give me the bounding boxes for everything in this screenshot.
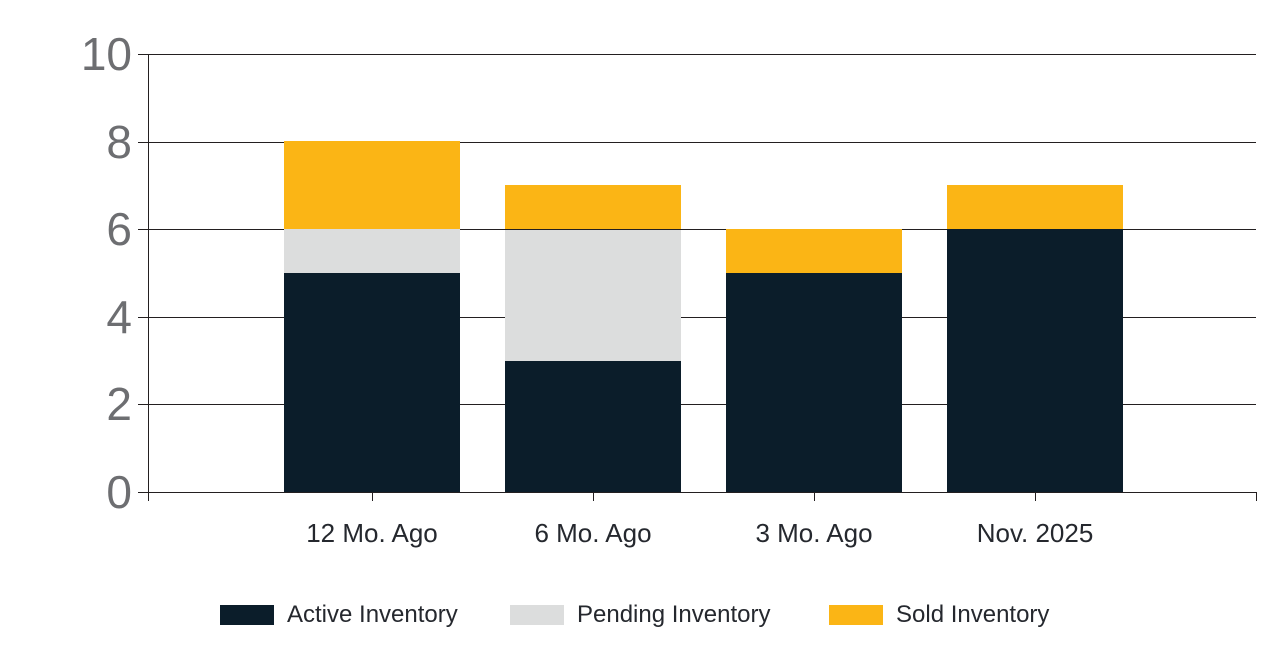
- bar-segment-active-inventory-2: [505, 361, 681, 492]
- x-axis-tick: [593, 492, 594, 501]
- y-axis-tick-label: 8: [106, 116, 132, 168]
- bar-segment-sold-inventory-3: [726, 229, 902, 273]
- x-axis-category-label: 6 Mo. Ago: [534, 518, 652, 548]
- y-axis-tick-label: 4: [106, 291, 132, 343]
- legend-item-active-inventory: Active Inventory: [220, 602, 458, 628]
- legend-item-pending-inventory: Pending Inventory: [510, 602, 770, 628]
- gridline-y-2: [138, 404, 1256, 405]
- legend-swatch-icon: [510, 605, 564, 625]
- gridline-y-6: [138, 229, 1256, 230]
- legend-label: Sold Inventory: [896, 601, 1050, 628]
- plot-area: [138, 54, 1257, 501]
- bar-segment-active-inventory-3: [726, 273, 902, 492]
- x-axis-tick: [1035, 492, 1036, 501]
- x-axis-category-label: 3 Mo. Ago: [755, 518, 873, 548]
- x-axis-end-tick: [1256, 492, 1257, 501]
- bar-segment-sold-inventory-1: [284, 141, 460, 229]
- legend-item-sold-inventory: Sold Inventory: [829, 602, 1049, 628]
- x-axis-category-label: 12 Mo. Ago: [306, 518, 438, 548]
- bar-segment-active-inventory-1: [284, 273, 460, 492]
- bar-segment-sold-inventory-2: [505, 185, 681, 229]
- legend-label: Active Inventory: [287, 601, 458, 628]
- x-axis-tick: [372, 492, 373, 501]
- y-axis-tick-label: 6: [106, 203, 132, 255]
- y-axis-tick-label: 0: [106, 466, 132, 518]
- gridline-y-8: [138, 142, 1256, 143]
- gridline-y-4: [138, 317, 1256, 318]
- y-axis-line: [148, 54, 149, 501]
- legend-swatch-icon: [829, 605, 883, 625]
- legend-label: Pending Inventory: [577, 601, 771, 628]
- gridline-y-10: [138, 54, 1256, 55]
- bar-segment-active-inventory-4: [947, 229, 1123, 492]
- y-axis-tick-label: 10: [80, 28, 132, 80]
- bar-segment-pending-inventory-2: [505, 230, 681, 361]
- bar-segment-sold-inventory-4: [947, 185, 1123, 229]
- legend-swatch-icon: [220, 605, 274, 625]
- y-axis-tick-label: 2: [106, 378, 132, 430]
- bar-segment-pending-inventory-1: [284, 229, 460, 273]
- gridline-y-0: [138, 492, 1256, 493]
- x-axis-tick: [814, 492, 815, 501]
- x-axis-category-label: Nov. 2025: [976, 518, 1094, 548]
